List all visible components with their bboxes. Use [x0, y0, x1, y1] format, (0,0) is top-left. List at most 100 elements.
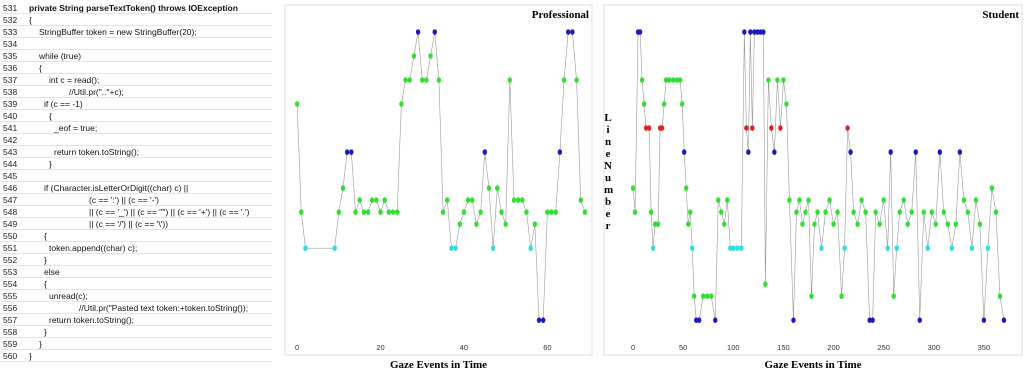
gaze-point: [507, 77, 513, 83]
gaze-point: [913, 149, 918, 155]
x-tick-label: 50: [679, 343, 687, 352]
code-row: 555 unread(c);: [0, 290, 272, 302]
code-text: }: [39, 339, 42, 349]
gaze-point: [819, 245, 824, 251]
gaze-point: [365, 209, 371, 215]
gaze-point: [424, 77, 429, 83]
gaze-point: [973, 197, 979, 203]
gaze-point: [842, 245, 847, 251]
code-row: 554 {: [0, 278, 272, 290]
gaze-point: [977, 221, 983, 227]
line-number: 559: [3, 339, 18, 349]
gaze-point: [395, 209, 400, 215]
line-number: 533: [3, 27, 18, 37]
gaze-point: [470, 197, 475, 203]
gaze-point: [436, 77, 442, 83]
line-number: 556: [3, 303, 18, 313]
code-text: (c == ':') || (c == '-'): [89, 195, 159, 205]
code-row: 560}: [0, 350, 272, 362]
gaze-point: [885, 245, 890, 251]
gaze-point: [639, 77, 645, 83]
gaze-point: [407, 77, 412, 83]
gaze-point: [925, 245, 930, 251]
code-row: 533 StringBuffer token = new StringBuffer…: [0, 26, 272, 38]
line-number: 545: [3, 171, 18, 181]
gaze-point: [827, 197, 832, 203]
gaze-point: [781, 77, 786, 83]
gaze-point: [1001, 317, 1007, 323]
gaze-point: [641, 101, 647, 107]
gaze-point: [929, 209, 934, 215]
line-number: 544: [3, 159, 18, 169]
gaze-point: [655, 221, 661, 227]
code-text: if (c == -1): [44, 99, 83, 109]
gaze-point: [969, 245, 975, 251]
x-tick-label: 150: [777, 343, 790, 352]
gaze-point: [386, 209, 392, 215]
gaze-point: [778, 125, 783, 131]
line-number: 539: [3, 99, 18, 109]
line-number: 536: [3, 63, 18, 73]
gaze-point: [524, 209, 529, 215]
gaze-point: [731, 245, 736, 251]
gaze-point: [888, 149, 893, 155]
gaze-point: [445, 197, 450, 203]
gaze-point: [735, 245, 740, 251]
gaze-point: [867, 317, 872, 323]
gaze-point: [941, 209, 947, 215]
line-number: 558: [3, 327, 18, 337]
gaze-point: [652, 221, 658, 227]
gaze-point: [806, 197, 811, 203]
gaze-point: [349, 149, 354, 155]
gaze-point: [674, 77, 680, 83]
code-row: 553 else: [0, 266, 272, 278]
gaze-point: [905, 221, 910, 227]
code-text: || (c == '_') || (c == '"') || (c == '+'…: [89, 207, 250, 217]
gaze-point: [582, 209, 588, 215]
line-number: 538: [3, 87, 18, 97]
gaze-point: [648, 209, 654, 215]
gaze-point: [901, 197, 906, 203]
code-row: 543 return token.toString();: [0, 146, 272, 158]
chart-title: Professional: [532, 9, 589, 21]
code-row: 537 int c = read();: [0, 74, 272, 86]
x-tick-label: 60: [543, 343, 551, 352]
gaze-point: [961, 197, 967, 203]
line-number: 547: [3, 195, 18, 205]
code-text: return token.toString();: [54, 147, 140, 157]
gaze-point: [344, 149, 350, 155]
gaze-point: [766, 77, 771, 83]
gaze-point: [661, 101, 667, 107]
gaze-point: [411, 53, 417, 59]
gaze-point: [303, 245, 308, 251]
code-text: //Util.pr("Pasted text token:+token.toSt…: [79, 303, 249, 313]
gaze-point: [403, 77, 408, 83]
gaze-point: [666, 77, 672, 83]
code-row: 535 while (true): [0, 50, 272, 62]
gaze-point: [515, 197, 521, 203]
x-tick-label: 0: [295, 343, 299, 352]
gaze-point: [725, 197, 730, 203]
gaze-point: [835, 209, 840, 215]
gaze-point: [945, 221, 951, 227]
gaze-point: [632, 209, 638, 215]
gaze-point: [663, 77, 669, 83]
gaze-point: [812, 221, 817, 227]
code-row: 549 || (c == '/') || (c == '\')): [0, 218, 272, 230]
gaze-point: [823, 209, 828, 215]
gaze-point: [294, 101, 300, 107]
gaze-point: [981, 317, 987, 323]
line-number: 531: [3, 3, 18, 13]
line-number: 546: [3, 183, 18, 193]
gaze-point: [713, 317, 718, 323]
gaze-point: [917, 317, 922, 323]
gaze-point: [553, 209, 558, 215]
code-text: }: [44, 255, 47, 265]
line-number: 560: [3, 351, 18, 361]
code-text: else: [44, 267, 60, 277]
gaze-point: [897, 209, 902, 215]
gaze-point: [378, 209, 383, 215]
gaze-point: [937, 149, 943, 155]
code-text: {: [44, 231, 47, 241]
gaze-point: [299, 209, 304, 215]
